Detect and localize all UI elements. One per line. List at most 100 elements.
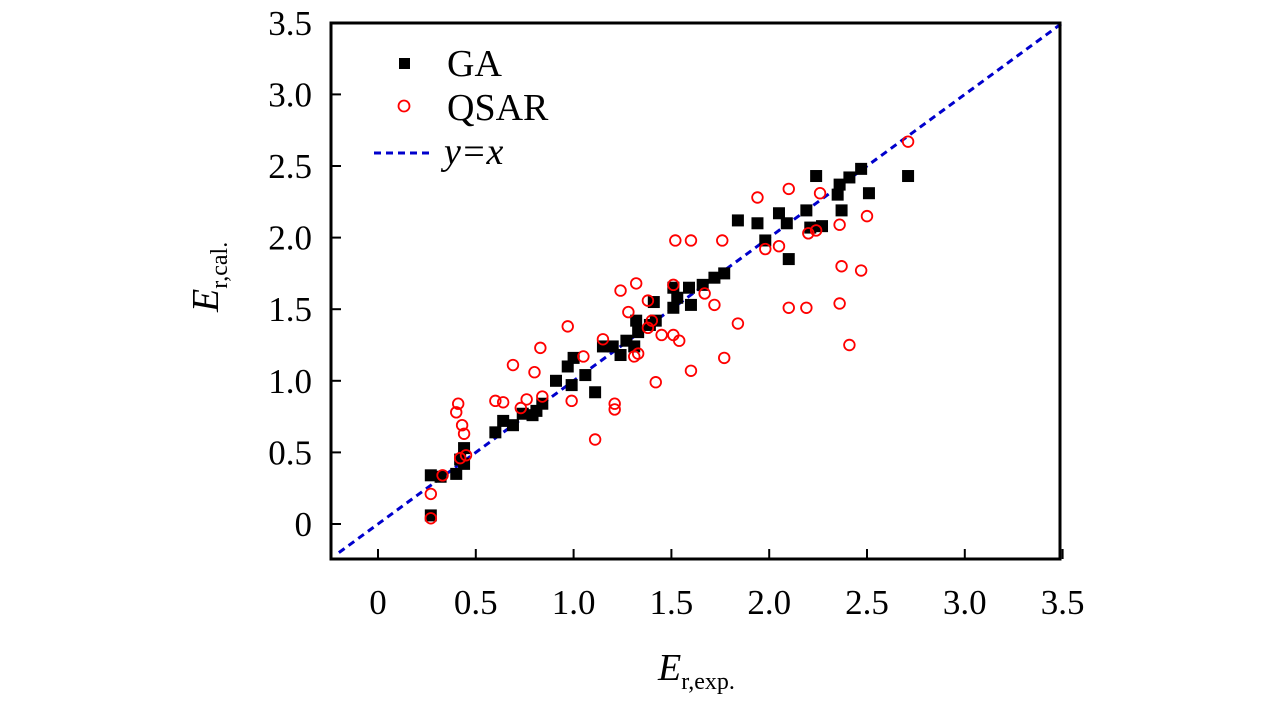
qsar-point-31 [645,314,659,327]
x-axis-title-main: E [657,647,681,689]
x-tick-label-1: 0.5 [454,583,498,622]
ga-point-53 [862,187,875,200]
qsar-point-56 [835,260,848,273]
legend-item-ga: GA [399,43,502,85]
qsar-point-9 [489,394,502,408]
qsar-point-29 [641,294,655,307]
y-axis-title: Er,cal. [185,242,233,313]
y-tick-label-2: 1.0 [268,362,312,401]
ga-point-33 [683,281,696,294]
ga-point-34 [684,298,697,311]
qsar-point-18 [565,394,578,408]
y-tick-label-0: 0 [295,505,313,544]
qsar-point-32 [649,376,662,389]
qsar-point-44 [731,317,745,330]
ga-point-54 [902,170,915,183]
legend-qsar-label: QSAR [447,87,549,129]
plot-frame [329,21,1062,561]
y-tick-label-3: 1.5 [268,290,312,329]
ga-point-26 [632,326,645,339]
qsar-point-45 [751,191,764,204]
ga-point-19 [589,386,602,399]
qsar-point-39 [684,364,698,377]
x-tick-label-3: 1.5 [650,583,694,622]
qsar-point-4 [451,397,465,410]
qsar-point-37 [673,334,686,347]
x-axis-title-sub: r,exp. [681,669,735,695]
qsar-point-20 [588,433,602,446]
qsar-point-6 [455,418,469,432]
x-tick-label-6: 3.0 [943,583,987,622]
x-tick-label-4: 2.0 [747,583,791,622]
qsar-point-34 [667,278,680,292]
qsar-point-41 [708,298,721,312]
ga-point-6 [458,442,471,455]
y-tick-label-4: 2.0 [268,219,312,258]
ga-point-24 [628,340,641,353]
qsar-point-19 [577,350,590,363]
ga-point-8 [497,414,510,427]
qsar-point-17 [561,320,574,333]
ga-point-48 [831,188,844,201]
qsar-point-14 [528,366,541,379]
ga-point-0 [424,509,437,522]
legend: GA QSAR y=x [374,43,549,173]
qsar-point-53 [813,187,827,200]
qsar-point-27 [629,277,643,290]
qsar-point-47 [772,239,786,253]
ga-point-18 [579,369,592,382]
qsar-point-46 [759,242,772,256]
qsar-point-1 [424,487,438,501]
ga-point-47 [816,220,829,233]
ga-point-1 [424,469,437,482]
ga-point-37 [718,267,731,280]
ga-point-44 [800,204,813,217]
qsar-point-3 [450,406,463,419]
qsar-point-42 [716,234,729,247]
qsar-point-36 [669,234,682,247]
y-tick-label-5: 2.5 [268,147,312,186]
qsar-point-28 [631,347,645,360]
ga-point-7 [489,426,502,439]
ga-point-41 [772,207,785,220]
ga-point-30 [667,301,680,314]
qsar-point-2 [436,469,449,482]
qsar-point-7 [457,427,471,440]
qsar-point-0 [424,512,438,525]
qsar-point-38 [684,234,698,247]
legend-qsar-marker [397,99,411,113]
y-tick-label-6: 3.0 [268,75,312,114]
legend-item-y-equals-x: y=x [374,131,504,173]
ga-point-16 [565,379,578,392]
ga-point-32 [671,291,684,304]
ga-point-9 [506,419,519,432]
ga-point-51 [843,171,856,184]
qsar-point-30 [641,321,655,335]
plot-marks [337,21,1064,554]
qsar-point-21 [596,333,610,346]
qsar-point-52 [809,224,823,237]
qsar-point-8 [459,449,473,462]
ga-point-17 [567,351,580,364]
legend-y-equals-x-label: y=x [440,131,504,173]
y-axis-title-main: E [185,289,227,313]
ga-point-14 [549,374,562,387]
qsar-point-51 [802,227,815,240]
qsar-point-22 [608,403,621,416]
qsar-point-58 [854,264,868,277]
ga-point-52 [855,162,868,175]
qsar-point-33 [655,328,668,342]
qsar-point-50 [800,301,813,314]
qsar-point-60 [901,135,915,148]
qsar-point-24 [614,284,627,297]
y-tick-label-1: 0.5 [268,433,312,472]
qsar-point-23 [608,397,621,410]
qsar-point-55 [833,297,846,310]
ga-point-46 [810,170,823,183]
ga-point-50 [835,204,848,217]
ga-point-31 [667,281,680,294]
qsar-point-5 [453,451,467,465]
ticks [331,21,1064,559]
